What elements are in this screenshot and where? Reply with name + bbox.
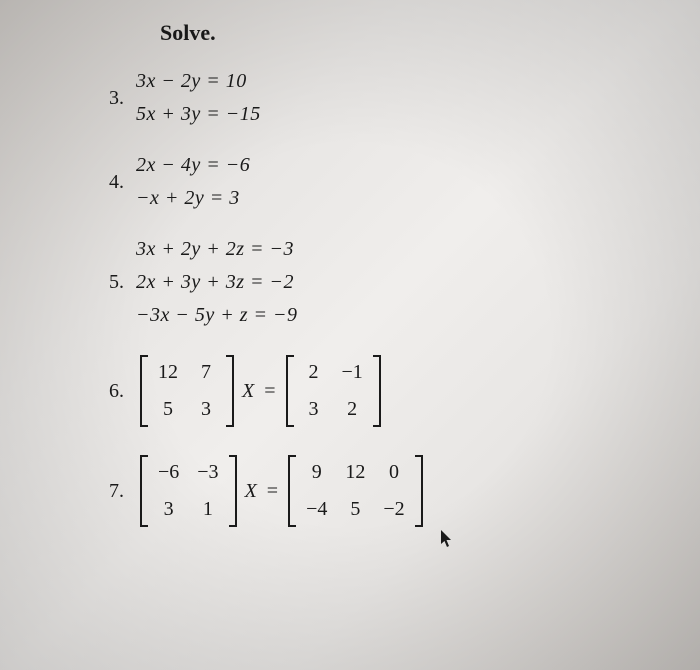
equals-sign: = (264, 380, 275, 403)
problem-number: 4. (100, 171, 136, 194)
equation: −x + 2y = 3 (136, 187, 250, 210)
matrix-cell: −3 (197, 461, 218, 484)
matrix-equation: −6 −3 31 X = 9 12 0 −4 5 −2 (136, 455, 427, 527)
matrix-cell: 12 (345, 461, 365, 484)
problem-number: 5. (100, 271, 136, 294)
equation: 3x − 2y = 10 (136, 70, 261, 93)
problem-number: 6. (100, 380, 136, 403)
variable-x: X (245, 480, 257, 503)
matrix-cell: 1 (197, 498, 218, 521)
matrix-equation: 12753 X = 2−132 (136, 355, 385, 427)
matrix-cell: 5 (345, 498, 365, 521)
matrix-cell: −6 (158, 461, 179, 484)
matrix-cell: −1 (342, 361, 363, 384)
equals-sign: = (267, 480, 278, 503)
matrix-cell: 5 (158, 398, 178, 421)
matrix-cell: −2 (383, 498, 404, 521)
matrix-cell: 7 (196, 361, 216, 384)
cursor-icon (440, 530, 454, 548)
matrix-cell: 9 (306, 461, 327, 484)
matrix-cell: 3 (304, 398, 324, 421)
matrix-cell: 12 (158, 361, 178, 384)
equation-group: 3x + 2y + 2z = −3 2x + 3y + 3z = −2 −3x … (136, 238, 298, 327)
matrix-b: 9 12 0 −4 5 −2 (288, 455, 423, 527)
matrix-cell: 3 (158, 498, 179, 521)
equation: −3x − 5y + z = −9 (136, 304, 298, 327)
equation: 2x + 3y + 3z = −2 (136, 271, 298, 294)
problem-number: 7. (100, 480, 136, 503)
matrix-cell: 2 (342, 398, 363, 421)
problem-5: 5. 3x + 2y + 2z = −3 2x + 3y + 3z = −2 −… (100, 238, 670, 327)
equation-group: 3x − 2y = 10 5x + 3y = −15 (136, 70, 261, 126)
problem-number: 3. (100, 87, 136, 110)
page-heading: Solve. (160, 20, 670, 46)
problem-4: 4. 2x − 4y = −6 −x + 2y = 3 (100, 154, 670, 210)
problem-7: 7. −6 −3 31 X = 9 12 0 −4 5 −2 (100, 455, 670, 527)
equation: 3x + 2y + 2z = −3 (136, 238, 298, 261)
matrix-a: −6 −3 31 (140, 455, 237, 527)
equation: 5x + 3y = −15 (136, 103, 261, 126)
equation-group: 2x − 4y = −6 −x + 2y = 3 (136, 154, 250, 210)
matrix-cell: 0 (383, 461, 404, 484)
matrix-cell: −4 (306, 498, 327, 521)
problem-6: 6. 12753 X = 2−132 (100, 355, 670, 427)
matrix-b: 2−132 (286, 355, 381, 427)
matrix-a: 12 753 (140, 355, 234, 427)
problem-3: 3. 3x − 2y = 10 5x + 3y = −15 (100, 70, 670, 126)
equation: 2x − 4y = −6 (136, 154, 250, 177)
matrix-cell: 3 (196, 398, 216, 421)
matrix-cell: 2 (304, 361, 324, 384)
variable-x: X (242, 380, 254, 403)
